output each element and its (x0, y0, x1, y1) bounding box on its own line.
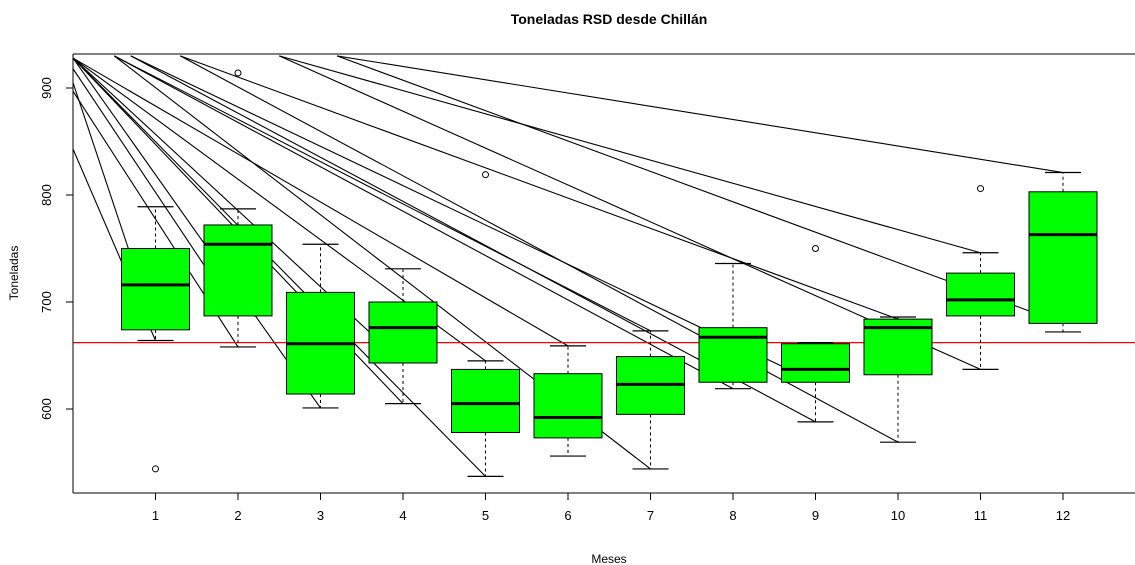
ray-line-19 (279, 55, 981, 254)
x-axis-label: Meses (591, 552, 626, 565)
box-month-8 (698, 262, 768, 390)
box-iqr (121, 248, 190, 331)
box-iqr (1028, 191, 1098, 324)
ray-line-13 (113, 55, 734, 390)
box-iqr (368, 301, 438, 364)
x-tick-label: 7 (647, 508, 654, 523)
box-month-9 (781, 245, 850, 423)
ray-line-10 (73, 57, 569, 347)
x-axis-ticks: 1 2 3 4 5 6 7 8 9 10 11 12 (152, 493, 1070, 523)
box-month-2 (203, 69, 273, 348)
box-iqr (451, 368, 520, 434)
outlier-point (152, 465, 159, 473)
y-tick-label: 800 (39, 184, 54, 206)
outlier-point (977, 185, 984, 193)
ray-line-20 (336, 55, 1064, 324)
box-month-3 (286, 243, 355, 409)
x-tick-label: 4 (399, 508, 406, 523)
y-tick-label: 900 (39, 77, 54, 99)
y-tick-label: 600 (39, 398, 54, 420)
ray-line-5 (73, 57, 321, 409)
box-iqr (946, 272, 1015, 317)
y-axis-label: Toneladas (7, 246, 21, 301)
x-tick-label: 5 (482, 508, 489, 523)
x-tick-label: 3 (317, 508, 324, 523)
x-tick-label: 2 (234, 508, 241, 523)
ray-line-7 (73, 57, 486, 477)
box-month-4 (368, 268, 438, 405)
ray-line-18 (279, 55, 981, 370)
outlier-point (482, 171, 489, 179)
box-month-10 (863, 316, 933, 443)
box-month-11 (946, 185, 1015, 371)
ray-line-17 (180, 55, 899, 320)
chart-title: Toneladas RSD desde Chillán (511, 11, 708, 27)
x-tick-label: 8 (729, 508, 736, 523)
outlier-point (812, 245, 819, 252)
ray-line-21 (336, 55, 1064, 174)
y-tick-label: 700 (39, 291, 54, 313)
box-iqr (781, 343, 850, 383)
x-tick-label: 10 (891, 508, 905, 523)
x-tick-label: 11 (974, 508, 988, 523)
box-iqr (203, 224, 273, 317)
box-iqr (533, 373, 603, 439)
ray-line-16 (179, 55, 899, 443)
box-month-6 (533, 345, 603, 457)
x-tick-label: 9 (812, 508, 819, 523)
box-month-5 (451, 171, 520, 478)
y-axis-ticks: 600 700 800 900 (39, 77, 73, 420)
x-tick-label: 12 (1056, 508, 1070, 523)
x-tick-label: 1 (152, 508, 159, 523)
box-month-1 (121, 206, 190, 473)
ray-line-12 (113, 55, 651, 332)
box-month-12 (1028, 171, 1098, 333)
outlier-point (234, 69, 242, 77)
x-tick-label: 6 (564, 508, 571, 523)
boxes-layer (121, 69, 1098, 478)
box-month-7 (616, 330, 685, 470)
